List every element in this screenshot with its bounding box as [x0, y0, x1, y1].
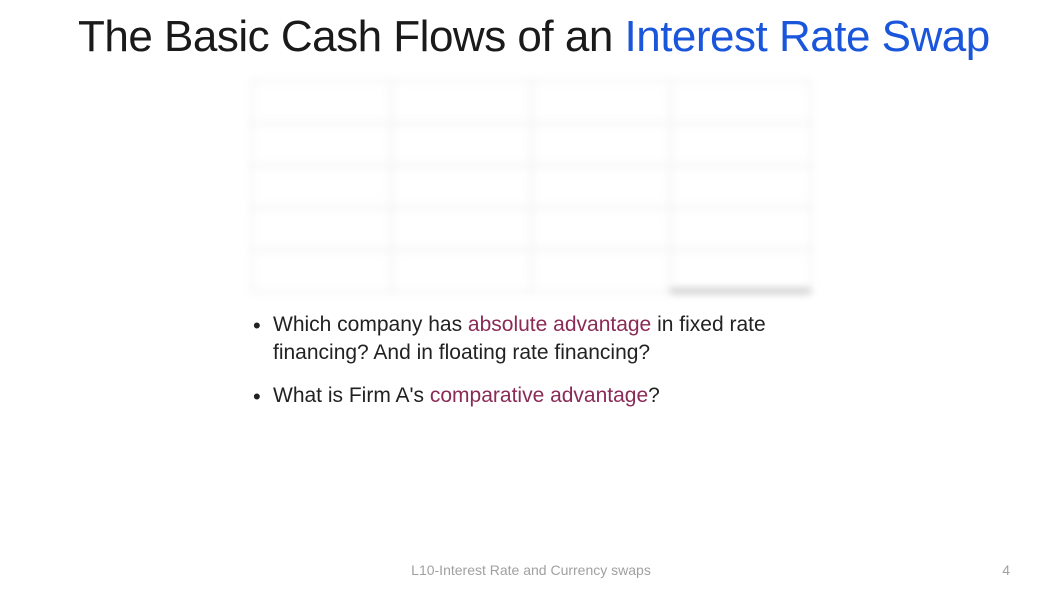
slide: The Basic Cash Flows of an Interest Rate…	[0, 0, 1062, 598]
term-text: comparative advantage	[430, 384, 648, 407]
table-row	[252, 207, 811, 249]
title-accent-text: Interest Rate Swap	[625, 12, 990, 61]
table-row	[252, 165, 811, 207]
data-table	[251, 81, 811, 294]
footer-center-text: L10-Interest Rate and Currency swaps	[0, 562, 1062, 578]
title-plain-text: The Basic Cash Flows of an	[78, 12, 625, 61]
plain-text: What is Firm A's	[273, 384, 430, 407]
bullet-list: Which company has absolute advantage in …	[251, 311, 811, 410]
plain-text: Which company has	[273, 313, 468, 336]
table-row	[252, 81, 811, 123]
bullet-item: What is Firm A's comparative advantage?	[251, 382, 811, 410]
page-number: 4	[1002, 562, 1010, 578]
table-row	[252, 249, 811, 291]
term-text: absolute advantage	[468, 313, 651, 336]
blurred-table-region	[251, 81, 811, 294]
plain-text: ?	[648, 384, 660, 407]
slide-title: The Basic Cash Flows of an Interest Rate…	[0, 12, 1062, 63]
table-row	[252, 123, 811, 165]
bullet-item: Which company has absolute advantage in …	[251, 311, 811, 368]
